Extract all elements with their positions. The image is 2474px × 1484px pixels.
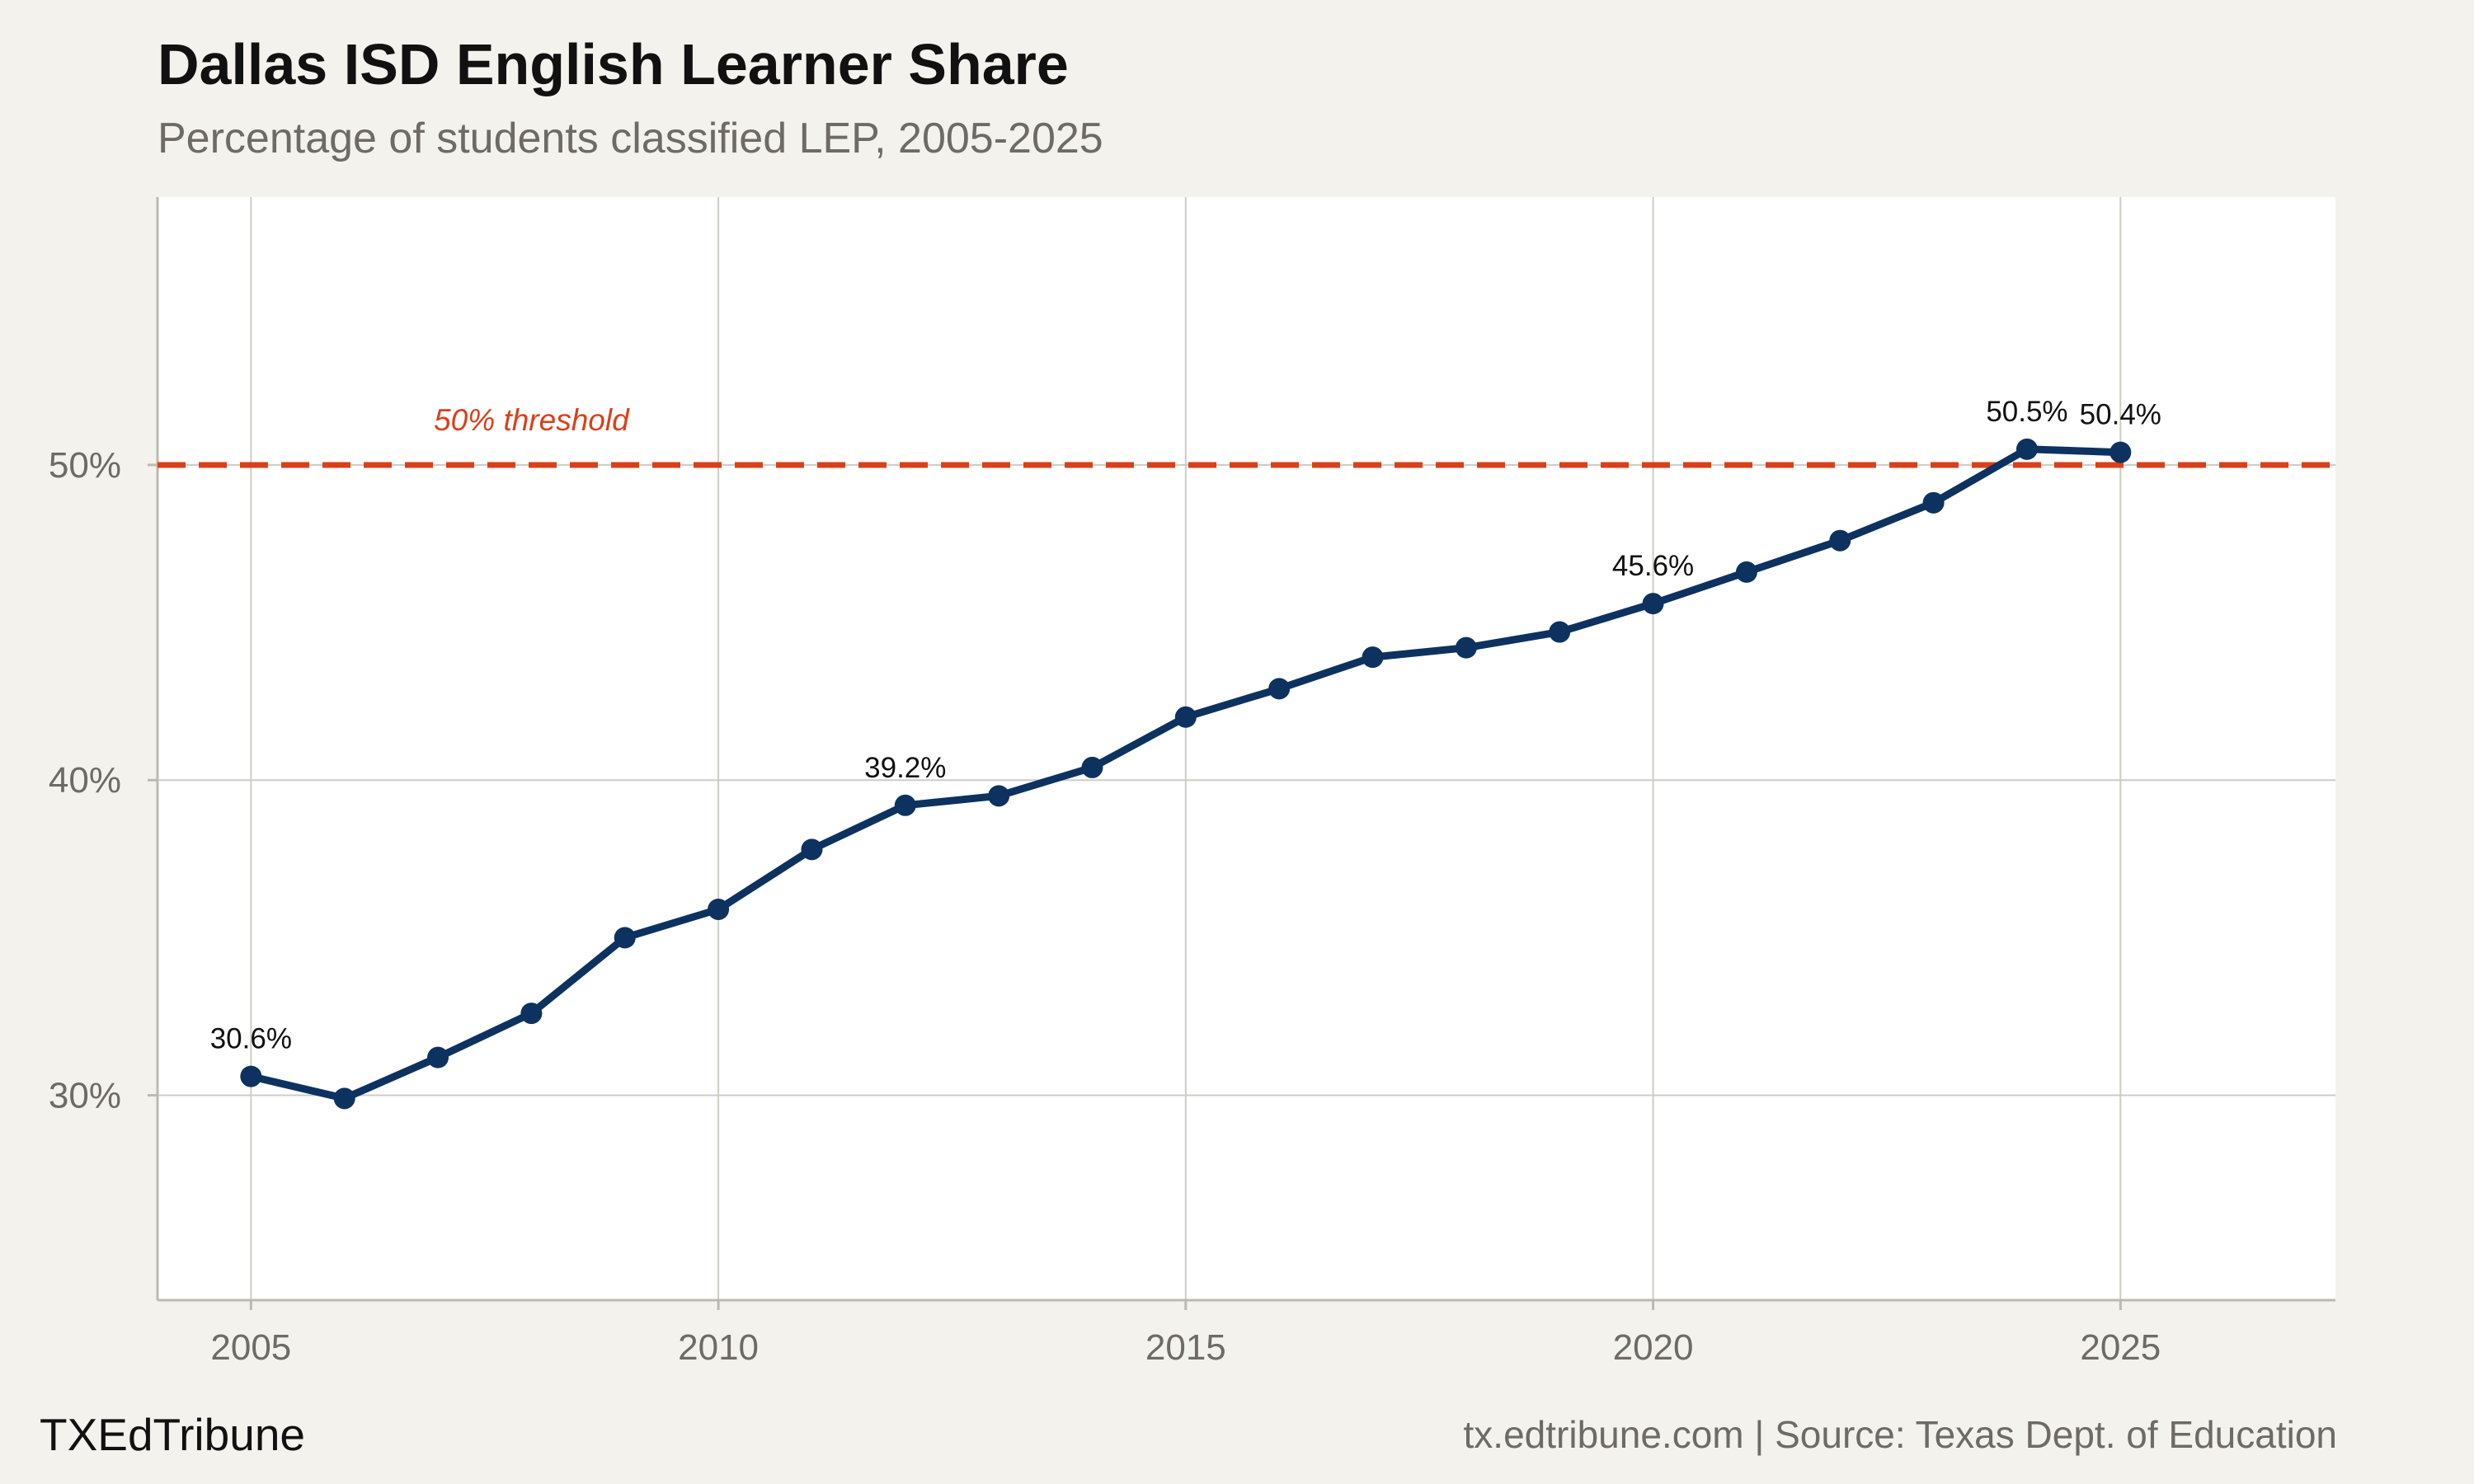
data-point	[708, 898, 730, 920]
data-labels: 30.6% 39.2% 45.6% 50.5% 50.4%	[210, 396, 2161, 1055]
data-point	[1455, 636, 1477, 659]
data-point	[1922, 491, 1945, 514]
data-point	[1268, 678, 1291, 700]
data-point	[240, 1065, 262, 1087]
data-point	[2109, 441, 2132, 463]
data-point	[988, 785, 1010, 807]
data-label: 39.2%	[864, 752, 946, 784]
y-tick-label: 50%	[49, 445, 121, 486]
data-series	[240, 438, 2132, 1110]
x-tick-label: 2005	[210, 1327, 291, 1368]
plot-area	[158, 197, 2335, 1300]
data-label: 45.6%	[1612, 550, 1694, 582]
data-point	[1829, 529, 1851, 552]
data-point	[1735, 561, 1757, 583]
y-tick-label: 40%	[49, 760, 121, 801]
data-point	[801, 838, 823, 861]
data-point	[2015, 438, 2038, 460]
data-point	[427, 1046, 449, 1068]
chart-title: Dallas ISD English Learner Share	[158, 32, 1069, 96]
axes: 2005 2010 2015 2020 2025 30% 40% 50%	[49, 197, 2335, 1368]
data-point	[1642, 593, 1664, 615]
data-point	[333, 1087, 355, 1110]
data-point	[1549, 621, 1571, 643]
brand-logo-text: TXEdTribune	[40, 1409, 305, 1460]
chart-subtitle: Percentage of students classified LEP, 2…	[158, 115, 1103, 162]
x-tick-label: 2020	[1613, 1327, 1694, 1368]
data-point	[1174, 706, 1197, 728]
data-label: 50.4%	[2080, 399, 2161, 431]
x-tick-label: 2025	[2080, 1327, 2161, 1368]
data-point	[614, 927, 636, 949]
data-label: 50.5%	[1986, 396, 2067, 428]
data-point	[1081, 756, 1103, 778]
y-tick-label: 30%	[49, 1076, 121, 1116]
source-credit: tx.edtribune.com | Source: Texas Dept. o…	[1463, 1413, 2337, 1456]
data-point	[1362, 646, 1384, 669]
data-point	[894, 794, 916, 816]
data-point	[520, 1003, 543, 1025]
x-tick-label: 2015	[1145, 1327, 1226, 1368]
x-tick-label: 2010	[678, 1327, 759, 1368]
threshold-label: 50% threshold	[434, 403, 630, 437]
data-label: 30.6%	[210, 1023, 292, 1055]
threshold-reference: 50% threshold	[158, 403, 2335, 468]
